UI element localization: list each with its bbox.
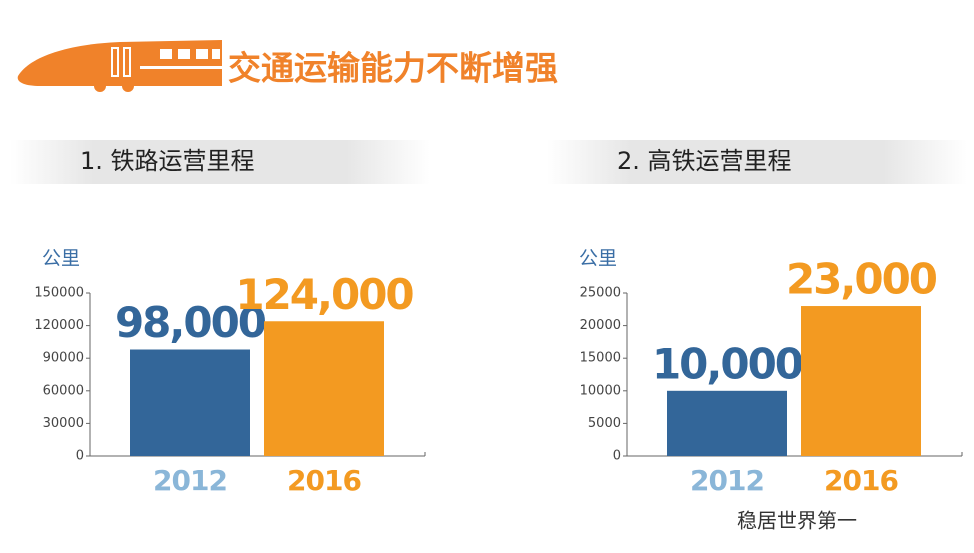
train-icon bbox=[17, 40, 223, 92]
y-tick-label: 25000 bbox=[580, 286, 621, 301]
chart-subtitle: 2. 高铁运营里程 bbox=[617, 147, 792, 175]
x-tick-label: 2016 bbox=[824, 464, 898, 497]
bar bbox=[264, 321, 384, 456]
y-tick-label: 0 bbox=[76, 449, 84, 464]
subtitle-band bbox=[10, 140, 430, 184]
y-tick-label: 20000 bbox=[580, 318, 621, 333]
y-tick-label: 60000 bbox=[43, 383, 84, 398]
x-tick-label: 2012 bbox=[690, 464, 764, 497]
annotation: 稳居世界第一 bbox=[737, 509, 857, 533]
bar bbox=[667, 390, 787, 456]
value-label: 98,000 bbox=[115, 298, 266, 347]
value-label: 23,000 bbox=[786, 255, 937, 304]
page-title: 交通运输能力不断增强 bbox=[228, 49, 558, 88]
x-tick-label: 2016 bbox=[287, 464, 361, 497]
y-tick-label: 0 bbox=[613, 449, 621, 464]
subtitle-band bbox=[547, 140, 967, 184]
y-axis-label: 公里 bbox=[42, 248, 80, 270]
value-label: 10,000 bbox=[652, 339, 803, 388]
chart-subtitle: 1. 铁路运营里程 bbox=[80, 147, 255, 175]
y-tick-label: 150000 bbox=[34, 286, 84, 301]
bar bbox=[130, 349, 250, 456]
y-tick-label: 90000 bbox=[43, 351, 84, 366]
y-axis-label: 公里 bbox=[579, 248, 617, 270]
value-label: 124,000 bbox=[235, 270, 413, 319]
x-tick-label: 2012 bbox=[153, 464, 227, 497]
y-tick-label: 120000 bbox=[34, 318, 84, 333]
bar bbox=[801, 306, 921, 456]
y-tick-label: 30000 bbox=[43, 416, 84, 431]
y-tick-label: 5000 bbox=[588, 416, 621, 431]
y-tick-label: 15000 bbox=[580, 351, 621, 366]
y-tick-label: 10000 bbox=[580, 383, 621, 398]
